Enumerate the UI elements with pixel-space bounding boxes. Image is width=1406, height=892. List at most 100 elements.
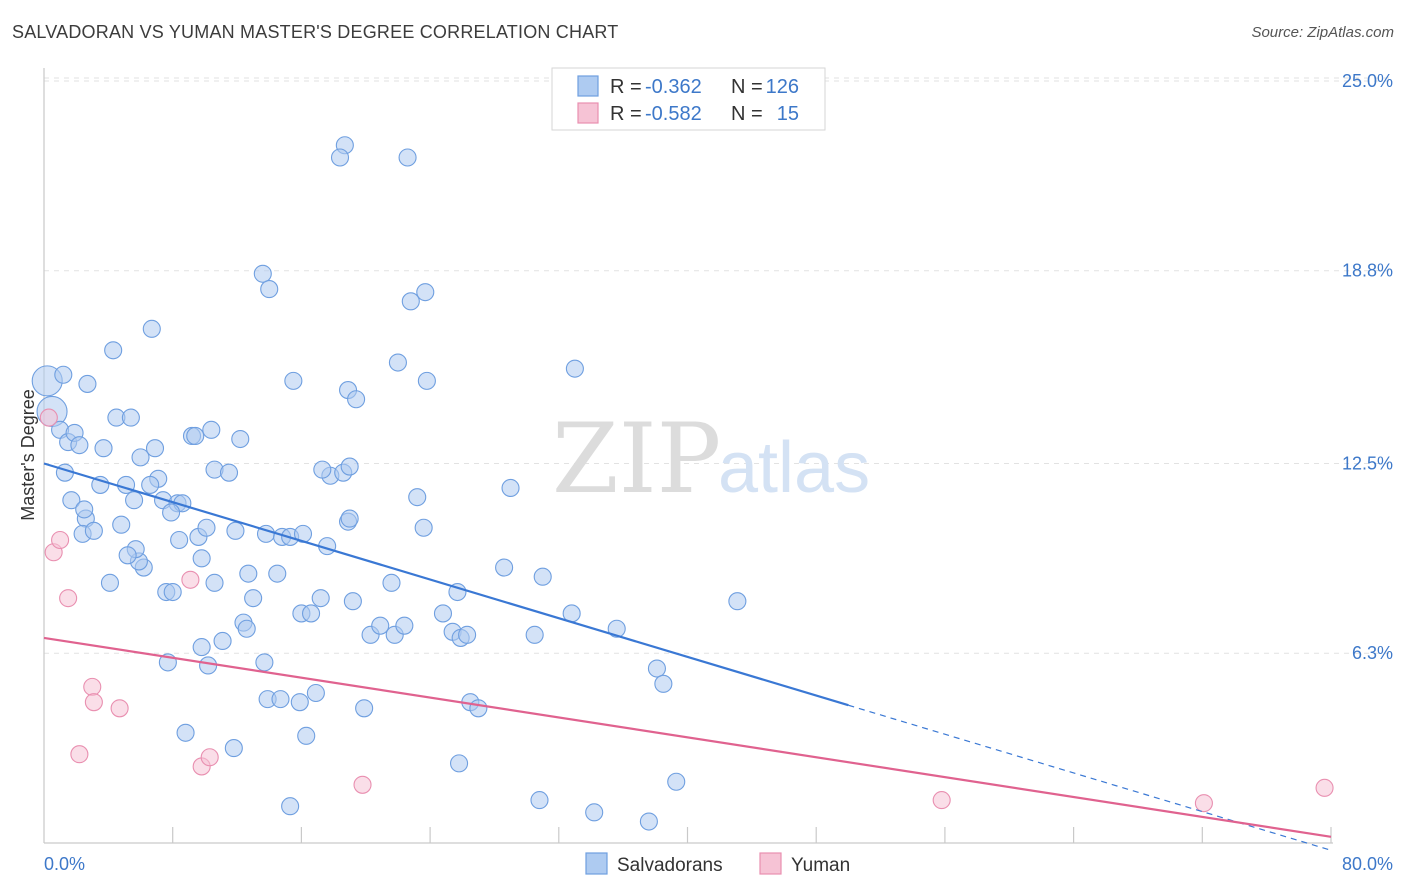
salvadoran-point [202, 420, 221, 439]
salvadoran-point [728, 592, 747, 611]
salvadoran-point [395, 616, 414, 635]
salvadoran-point [302, 604, 321, 623]
salvadoran-point [525, 625, 544, 644]
salvadoran-point [585, 803, 604, 822]
salvadoran-point [607, 619, 626, 638]
salvadoran-point [54, 365, 73, 384]
salvadoran-point [408, 488, 427, 507]
x-tick-label-min: 0.0% [44, 854, 85, 874]
series-legend-salvadorans: Salvadorans [617, 855, 723, 876]
yuman-point [200, 748, 219, 767]
stats-legend: R = -0.362 N = 126 R = -0.582 N = 15 [551, 67, 826, 131]
salvadoran-point [271, 690, 290, 709]
yuman-point [70, 745, 89, 764]
yuman-point [51, 530, 70, 550]
legend-r-label-2: R = [610, 103, 642, 125]
yuman-point [1315, 778, 1334, 797]
salvadoran-point [163, 582, 182, 602]
salvadoran-point [142, 319, 161, 338]
yuman-point [181, 570, 200, 589]
salvadoran-point [647, 659, 666, 678]
yuman-point [59, 589, 78, 608]
source-label: Source: ZipAtlas.com [1251, 24, 1394, 41]
salvadoran-point [530, 791, 549, 810]
salvadoran-point [213, 631, 232, 651]
salvadoran-point [121, 408, 140, 427]
yuman-points [39, 408, 1334, 813]
salvadoran-point [112, 515, 131, 534]
salvadoran-point [84, 521, 103, 540]
salvadoran-point [268, 564, 287, 583]
legend-n-value-1: 126 [766, 76, 799, 98]
y-axis-label: Master's Degree [18, 389, 38, 520]
y-tick-label: 12.5% [1342, 454, 1393, 474]
salvadoran-point [414, 518, 433, 537]
salvadoran-point [118, 546, 137, 565]
salvadoran-point [533, 567, 552, 586]
salvadoran-point [458, 625, 477, 644]
salvadorans-points [31, 136, 747, 831]
salvadoran-point [219, 463, 239, 482]
salvadoran-point [306, 683, 325, 703]
salvadorans-trend-extension [848, 704, 1332, 851]
salvadoran-point [100, 573, 120, 592]
salvadoran-point [253, 264, 272, 283]
series-legend-swatch-yuman [759, 852, 782, 875]
salvadoran-point [281, 797, 300, 816]
watermark-zip: ZIP [552, 403, 721, 515]
salvadoran-point [125, 491, 144, 510]
salvadoran-point [343, 592, 362, 611]
salvadoran-point [290, 693, 309, 712]
x-tick-label-max: 80.0% [1342, 854, 1393, 874]
salvadoran-point [355, 699, 374, 718]
salvadoran-point [62, 491, 81, 510]
chart-title: SALVADORAN VS YUMAN MASTER'S DEGREE CORR… [12, 22, 619, 42]
salvadoran-point [417, 371, 436, 390]
salvadoran-point [141, 475, 160, 494]
salvadoran-point [145, 439, 165, 458]
yuman-trend-line [43, 636, 1332, 838]
salvadoran-point [639, 812, 658, 831]
salvadoran-point [186, 426, 205, 446]
salvadoran-point [244, 589, 263, 608]
salvadoran-point [199, 656, 218, 675]
x-axis-ticks [172, 827, 1332, 843]
salvadoran-point [565, 359, 584, 378]
salvadoran-point [311, 589, 330, 608]
y-tick-label: 18.8% [1342, 261, 1393, 281]
yuman-point [110, 699, 129, 718]
watermark-atlas: atlas [718, 428, 870, 508]
salvadoran-point [224, 739, 243, 758]
salvadoran-point [176, 723, 195, 742]
salvadoran-point [416, 283, 435, 302]
yuman-point [84, 693, 103, 712]
salvadoran-point [371, 616, 390, 635]
salvadoran-point [501, 478, 520, 498]
yuman-point [39, 408, 58, 427]
trend-lines [43, 462, 1332, 851]
legend-r-value-2: -0.582 [645, 103, 702, 125]
salvadoran-point [104, 341, 123, 360]
salvadoran-point [340, 457, 359, 476]
yuman-point [83, 677, 102, 696]
salvadoran-point [495, 558, 514, 577]
salvadoran-point [231, 429, 250, 449]
salvadoran-point [284, 371, 303, 390]
salvadoran-point [260, 280, 279, 299]
salvadoran-point [469, 699, 488, 718]
salvadoran-point [70, 436, 89, 455]
salvadoran-point [433, 604, 453, 623]
salvadoran-point [197, 518, 216, 537]
salvadoran-point [131, 448, 150, 467]
salvadoran-point [401, 292, 420, 311]
y-tick-label: 6.3% [1352, 643, 1393, 663]
salvadoran-point [330, 148, 350, 167]
salvadoran-point [162, 503, 181, 522]
salvadoran-point [450, 754, 469, 773]
salvadoran-point [398, 148, 417, 167]
legend-swatch-pink [577, 102, 599, 124]
salvadoran-point [255, 653, 274, 672]
salvadoran-point [192, 549, 211, 568]
y-tick-labels: 25.0% 18.8% 12.5% 6.3% [1342, 71, 1393, 663]
